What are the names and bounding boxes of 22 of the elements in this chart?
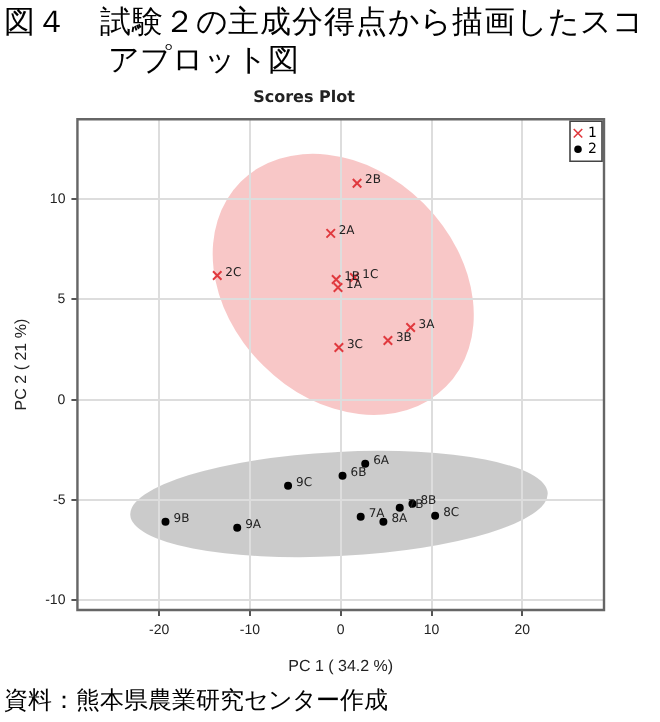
point	[379, 517, 388, 526]
chart-subtitle: Scores Plot	[253, 87, 356, 106]
point	[332, 282, 344, 293]
point	[333, 342, 345, 353]
point	[395, 503, 404, 512]
point	[330, 274, 342, 285]
point	[161, 517, 170, 526]
point	[351, 178, 363, 189]
point	[338, 471, 347, 480]
y-axis-title: PC 2 ( 21 %)	[12, 318, 31, 411]
point	[233, 523, 242, 532]
point	[405, 322, 416, 333]
point	[356, 512, 365, 521]
point	[284, 481, 293, 490]
point	[212, 270, 223, 281]
point	[361, 459, 370, 468]
point	[382, 335, 394, 346]
point	[325, 228, 336, 239]
x-axis-title: PC 1 ( 34.2 %)	[288, 656, 394, 675]
point	[431, 511, 440, 520]
text: 資料：熊本県農業研究センター作成	[4, 684, 388, 718]
chart-title: 図４ 試験２の主成分得点から描画したスコアプロット図	[4, 4, 646, 80]
